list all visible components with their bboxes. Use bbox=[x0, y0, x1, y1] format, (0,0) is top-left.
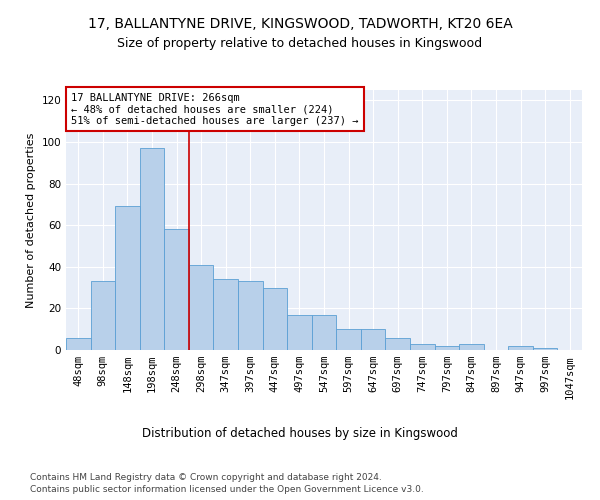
Bar bbox=[410, 344, 434, 350]
Bar bbox=[238, 282, 263, 350]
Bar bbox=[361, 329, 385, 350]
Bar bbox=[263, 288, 287, 350]
Bar bbox=[91, 282, 115, 350]
Bar bbox=[140, 148, 164, 350]
Bar bbox=[385, 338, 410, 350]
Y-axis label: Number of detached properties: Number of detached properties bbox=[26, 132, 36, 308]
Bar bbox=[459, 344, 484, 350]
Bar bbox=[312, 314, 336, 350]
Text: Distribution of detached houses by size in Kingswood: Distribution of detached houses by size … bbox=[142, 428, 458, 440]
Text: 17 BALLANTYNE DRIVE: 266sqm
← 48% of detached houses are smaller (224)
51% of se: 17 BALLANTYNE DRIVE: 266sqm ← 48% of det… bbox=[71, 92, 359, 126]
Bar bbox=[214, 280, 238, 350]
Bar bbox=[164, 230, 189, 350]
Bar bbox=[508, 346, 533, 350]
Text: 17, BALLANTYNE DRIVE, KINGSWOOD, TADWORTH, KT20 6EA: 17, BALLANTYNE DRIVE, KINGSWOOD, TADWORT… bbox=[88, 18, 512, 32]
Bar bbox=[66, 338, 91, 350]
Bar bbox=[336, 329, 361, 350]
Bar bbox=[287, 314, 312, 350]
Bar bbox=[533, 348, 557, 350]
Text: Size of property relative to detached houses in Kingswood: Size of property relative to detached ho… bbox=[118, 38, 482, 51]
Bar bbox=[434, 346, 459, 350]
Bar bbox=[115, 206, 140, 350]
Text: Contains HM Land Registry data © Crown copyright and database right 2024.: Contains HM Land Registry data © Crown c… bbox=[30, 472, 382, 482]
Bar bbox=[189, 264, 214, 350]
Text: Contains public sector information licensed under the Open Government Licence v3: Contains public sector information licen… bbox=[30, 485, 424, 494]
